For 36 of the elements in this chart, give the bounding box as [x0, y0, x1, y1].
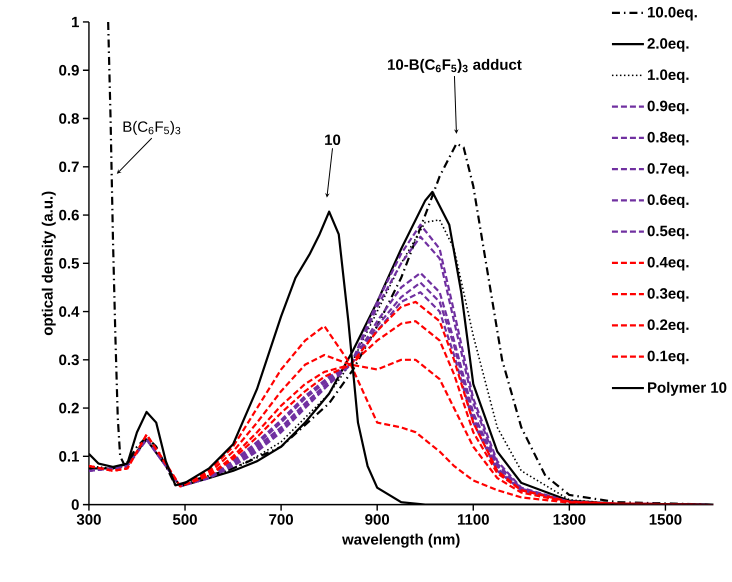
legend-label: 10.0eq. [648, 7, 697, 21]
x-tick-label: 500 [172, 514, 197, 525]
y-tick-label: 0.7 [59, 162, 79, 172]
annotation: 10-B(C$_{6}$F$_{5}$)$_{3}$ adduct [388, 59, 522, 74]
legend-label: 0.6eq. [648, 194, 688, 208]
x-tick-label: 900 [365, 514, 390, 525]
y-tick-label: 0.4 [59, 306, 80, 318]
legend-label: 0.3eq. [648, 288, 688, 302]
y-tick-label: 0.9 [59, 65, 79, 76]
legend-label: 0.1eq. [648, 350, 688, 364]
y-tick-label: 0.2 [59, 403, 79, 414]
legend-label: 1.0eq. [648, 70, 688, 84]
x-tick-label: 1500 [650, 514, 682, 525]
legend-label: 0.9eq. [648, 100, 688, 114]
x-axis-title: wavelength (nm) [342, 534, 460, 548]
y-tick-label: 0.8 [59, 113, 79, 124]
legend-label: 0.2eq. [648, 320, 688, 334]
y-tick-label: 0.3 [59, 354, 79, 366]
y-tick-label: 0.1 [59, 451, 79, 462]
legend-label: 0.8eq. [648, 132, 688, 146]
annotation: B(C$_{6}$F$_{5}$)$_{3}$ [124, 121, 180, 136]
legend-label: 0.4eq. [648, 257, 688, 271]
y-tick-label: 0 [72, 500, 79, 510]
y-axis-title: optical density (a.u.) [42, 192, 56, 336]
x-tick-label: 700 [269, 514, 293, 525]
x-tick-label: 1300 [554, 514, 586, 526]
legend-label: 0.5eq. [648, 226, 688, 240]
y-tick-label: 1 [72, 17, 79, 28]
y-tick-label: 0.6 [59, 210, 79, 221]
legend-label: 2.0eq. [648, 38, 688, 52]
legend-label: 0.7eq. [648, 163, 688, 177]
annotation: 10 [325, 134, 340, 146]
y-tick-label: 0.5 [59, 258, 79, 269]
x-tick-label: 1100 [458, 514, 489, 525]
legend-label: Polymer 10 [648, 382, 726, 396]
x-tick-label: 300 [76, 514, 101, 526]
